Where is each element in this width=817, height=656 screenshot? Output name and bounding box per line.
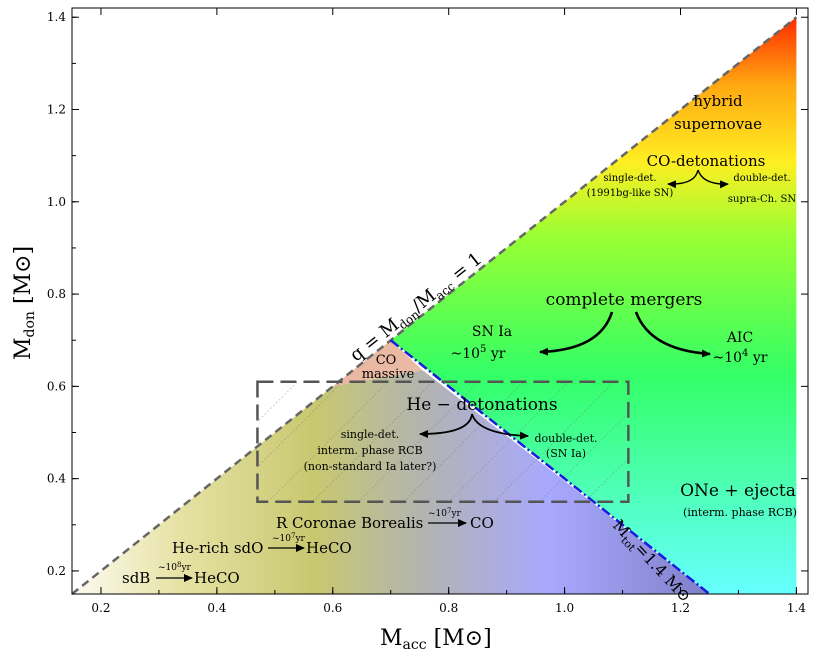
co-double-det-label: double-det. — [733, 173, 790, 184]
co-1991bg-label: (1991bg-like SN) — [587, 188, 674, 199]
x-tick-label: 1.2 — [671, 601, 690, 615]
y-tick-label: 0.4 — [47, 472, 66, 486]
he-arrow-right — [471, 413, 529, 440]
sdb-time: ~108yr — [158, 561, 192, 573]
plot-frame — [71, 7, 809, 595]
co-detonations-label: CO-detonations — [647, 152, 766, 170]
he-rcb-label: interm. phase RCB — [317, 444, 422, 457]
one-rcb-label: (interm. phase RCB) — [683, 506, 797, 519]
x-tick-label: 0.4 — [207, 601, 226, 615]
merger-arrow-right — [634, 311, 711, 358]
x-tick-label: 0.8 — [439, 601, 458, 615]
co-arrow-right — [697, 169, 729, 189]
snia-time-label: ~105 yr — [451, 344, 506, 362]
one-ejecta-label: ONe + ejecta — [680, 481, 796, 501]
hybrid-label: hybrid — [693, 92, 743, 110]
y-tick-label: 1.2 — [47, 103, 66, 117]
massive-label: massive — [362, 367, 415, 382]
rcb-time: ~107yr — [428, 507, 462, 519]
he-detonations-label: He − detonations — [406, 395, 557, 415]
x-tick-label: 1.4 — [787, 601, 806, 615]
rcb-label: R Coronae Borealis — [276, 514, 423, 532]
y-axis-title: Mdon [M⊙] — [11, 246, 38, 360]
axis-ticks: 0.2 0.4 0.6 0.8 1.0 1.2 1.4 0.2 0.4 0.6 0.8 1.0 1.2 1… — [47, 8, 808, 615]
sdb-product: HeCO — [194, 569, 240, 587]
aic-label: AIC — [726, 330, 753, 346]
y-tick-label: 1.0 — [47, 195, 66, 209]
co-massive-region — [332, 340, 423, 387]
x-axis-title: Macc [M⊙] — [380, 626, 492, 653]
he-snia-label: (SN Ia) — [546, 447, 586, 460]
co-massive-label: CO — [376, 353, 397, 368]
merger-arrow-left — [539, 311, 614, 356]
x-tick-label: 0.6 — [323, 601, 342, 615]
y-tick-label: 0.8 — [47, 287, 66, 301]
supernovae-label: supernovae — [674, 115, 762, 133]
hesdo-product: HeCO — [306, 539, 352, 557]
he-nonstandard-label: (non-standard Ia later?) — [304, 460, 437, 473]
co-arrow-left — [667, 169, 699, 189]
x-tick-label: 1.0 — [555, 601, 574, 615]
rcb-product: CO — [470, 514, 494, 532]
q-equals-one-line — [71, 16, 798, 595]
y-tick-label: 1.4 — [47, 10, 66, 24]
y-tick-label: 0.2 — [47, 564, 66, 578]
snia-label: SN Ia — [472, 324, 512, 340]
upper-region — [390, 17, 797, 594]
co-single-det-label: single-det. — [603, 173, 656, 184]
he-single-det-label: single-det. — [341, 428, 400, 441]
sdb-label: sdB — [122, 569, 150, 587]
hesdo-time: ~107yr — [272, 532, 306, 544]
co-suprach-label: supra-Ch. SN — [728, 194, 796, 205]
he-double-det-label: double-det. — [534, 432, 597, 445]
x-tick-label: 0.2 — [91, 601, 110, 615]
y-tick-label: 0.6 — [47, 379, 66, 393]
he-detonation-box — [256, 380, 630, 503]
hesdo-label: He-rich sdO — [172, 539, 263, 557]
complete-mergers-label: complete mergers — [546, 290, 703, 310]
aic-time-label: ~104 yr — [713, 348, 768, 366]
he-arrow-left — [419, 413, 473, 438]
